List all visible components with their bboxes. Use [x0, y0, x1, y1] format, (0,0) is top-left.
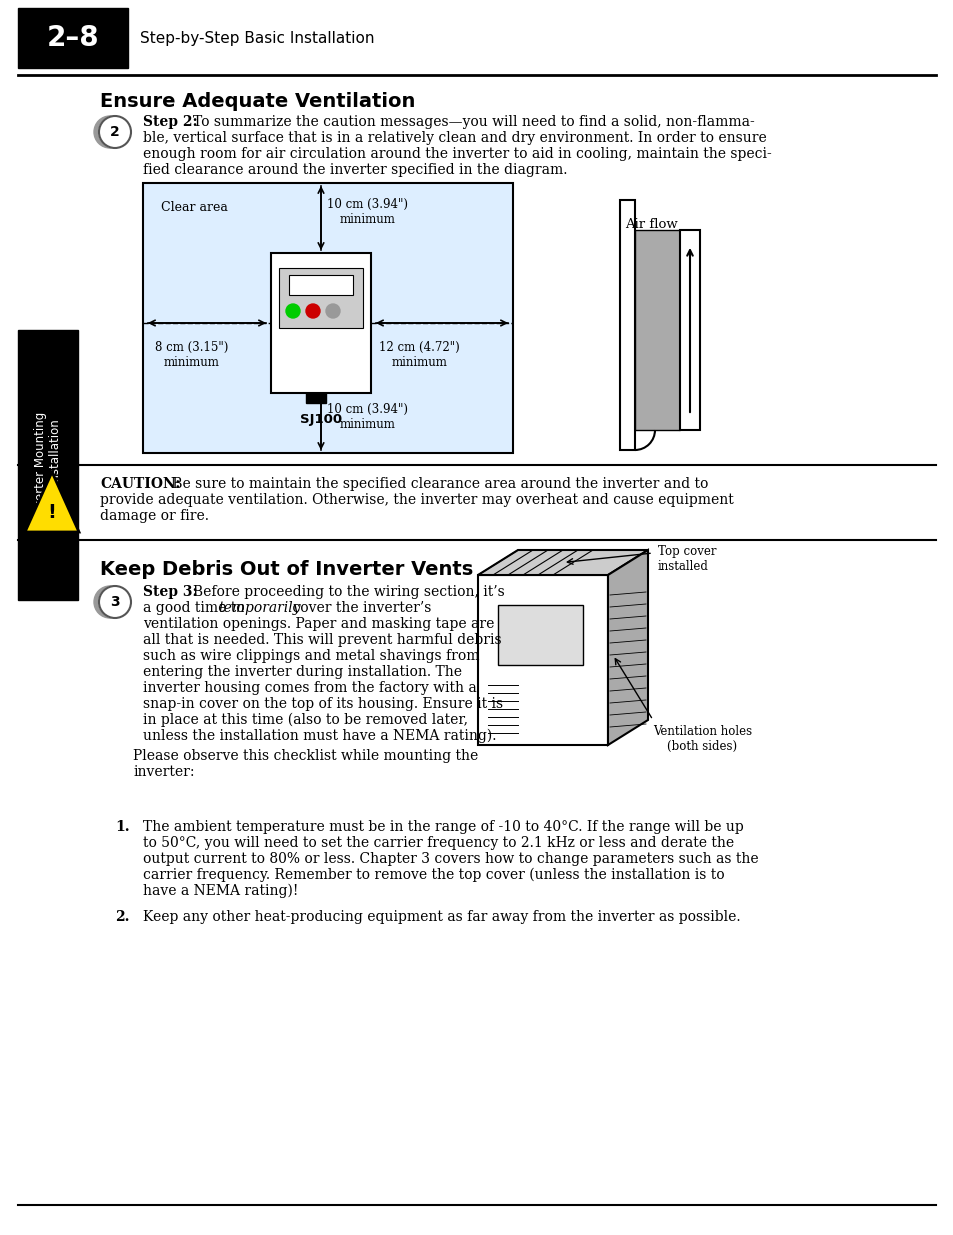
- Polygon shape: [25, 472, 79, 532]
- Text: 10 cm (3.94")
minimum: 10 cm (3.94") minimum: [327, 403, 408, 431]
- Text: 2.: 2.: [115, 910, 130, 924]
- Text: Ventilation holes
(both sides): Ventilation holes (both sides): [652, 725, 751, 753]
- Text: unless the installation must have a NEMA rating).: unless the installation must have a NEMA…: [143, 729, 496, 743]
- Text: Please observe this checklist while mounting the: Please observe this checklist while moun…: [132, 748, 477, 763]
- Text: 2: 2: [110, 125, 120, 140]
- Polygon shape: [607, 550, 647, 745]
- Text: 12 cm (4.72")
minimum: 12 cm (4.72") minimum: [378, 341, 459, 369]
- Text: 10 cm (3.94")
minimum: 10 cm (3.94") minimum: [327, 198, 408, 226]
- Text: ventilation openings. Paper and masking tape are: ventilation openings. Paper and masking …: [143, 618, 494, 631]
- Text: Ensure Adequate Ventilation: Ensure Adequate Ventilation: [100, 91, 415, 111]
- Polygon shape: [477, 550, 647, 576]
- Bar: [477, 576, 607, 745]
- Text: have a NEMA rating)!: have a NEMA rating)!: [143, 884, 298, 898]
- Text: in place at this time (also to be removed later,: in place at this time (also to be remove…: [143, 713, 468, 727]
- Text: Keep Debris Out of Inverter Vents: Keep Debris Out of Inverter Vents: [100, 559, 473, 579]
- Circle shape: [94, 585, 126, 618]
- Text: inverter housing comes from the factory with a: inverter housing comes from the factory …: [143, 680, 476, 695]
- Text: Clear area: Clear area: [161, 201, 228, 214]
- Bar: [18, 330, 78, 600]
- Text: 1.: 1.: [115, 820, 130, 834]
- Bar: [278, 268, 363, 329]
- Bar: [619, 200, 635, 450]
- Bar: [497, 605, 582, 664]
- Circle shape: [326, 304, 339, 317]
- Text: Step 2:: Step 2:: [143, 115, 197, 128]
- Bar: [306, 393, 326, 403]
- Text: cover the inverter’s: cover the inverter’s: [288, 601, 431, 615]
- Text: ble, vertical surface that is in a relatively clean and dry environment. In orde: ble, vertical surface that is in a relat…: [143, 131, 766, 144]
- Text: Air flow: Air flow: [624, 219, 677, 231]
- Text: !: !: [48, 503, 56, 521]
- Text: 8 cm (3.15")
minimum: 8 cm (3.15") minimum: [154, 341, 228, 369]
- Text: Step-by-Step Basic Installation: Step-by-Step Basic Installation: [140, 31, 375, 46]
- Text: To summarize the caution messages—you will need to find a solid, non-flamma-: To summarize the caution messages—you wi…: [193, 115, 754, 128]
- Bar: [143, 183, 513, 453]
- Text: Keep any other heat-producing equipment as far away from the inverter as possibl: Keep any other heat-producing equipment …: [143, 910, 740, 924]
- Text: 2–8: 2–8: [47, 23, 99, 52]
- Text: inverter:: inverter:: [132, 764, 194, 779]
- Text: Step 3:: Step 3:: [143, 585, 197, 599]
- Bar: [289, 275, 353, 295]
- Text: entering the inverter during installation. The: entering the inverter during installatio…: [143, 664, 461, 679]
- Circle shape: [286, 304, 299, 317]
- Text: a good time to: a good time to: [143, 601, 249, 615]
- Bar: [18, 7, 128, 68]
- Text: fied clearance around the inverter specified in the diagram.: fied clearance around the inverter speci…: [143, 163, 567, 177]
- Text: to 50°C, you will need to set the carrier frequency to 2.1 kHz or less and derat: to 50°C, you will need to set the carrie…: [143, 836, 734, 850]
- Text: Top cover
installed: Top cover installed: [658, 545, 716, 573]
- Text: enough room for air circulation around the inverter to aid in cooling, maintain : enough room for air circulation around t…: [143, 147, 771, 161]
- Text: carrier frequency. Remember to remove the top cover (unless the installation is : carrier frequency. Remember to remove th…: [143, 868, 724, 882]
- Text: such as wire clippings and metal shavings from: such as wire clippings and metal shaving…: [143, 650, 479, 663]
- Text: Inverter Mounting
and Installation: Inverter Mounting and Installation: [34, 412, 62, 519]
- Circle shape: [99, 116, 131, 148]
- Text: The ambient temperature must be in the range of -10 to 40°C. If the range will b: The ambient temperature must be in the r…: [143, 820, 743, 834]
- Text: CAUTION:: CAUTION:: [100, 477, 180, 492]
- Text: output current to 80% or less. Chapter 3 covers how to change parameters such as: output current to 80% or less. Chapter 3…: [143, 852, 758, 866]
- Text: all that is needed. This will prevent harmful debris: all that is needed. This will prevent ha…: [143, 634, 501, 647]
- Bar: [635, 230, 679, 430]
- Text: damage or fire.: damage or fire.: [100, 509, 209, 522]
- Circle shape: [94, 116, 126, 148]
- Circle shape: [306, 304, 319, 317]
- Text: SJ100: SJ100: [299, 412, 342, 426]
- Text: 3: 3: [111, 595, 120, 609]
- Circle shape: [99, 585, 131, 618]
- Text: provide adequate ventilation. Otherwise, the inverter may overheat and cause equ: provide adequate ventilation. Otherwise,…: [100, 493, 733, 508]
- Bar: [271, 253, 371, 393]
- Text: temporarily: temporarily: [218, 601, 300, 615]
- Text: Be sure to maintain the specified clearance area around the inverter and to: Be sure to maintain the specified cleara…: [168, 477, 708, 492]
- Text: Before proceeding to the wiring section, it’s: Before proceeding to the wiring section,…: [193, 585, 504, 599]
- Text: snap-in cover on the top of its housing. Ensure it is: snap-in cover on the top of its housing.…: [143, 697, 502, 711]
- Bar: [679, 230, 700, 430]
